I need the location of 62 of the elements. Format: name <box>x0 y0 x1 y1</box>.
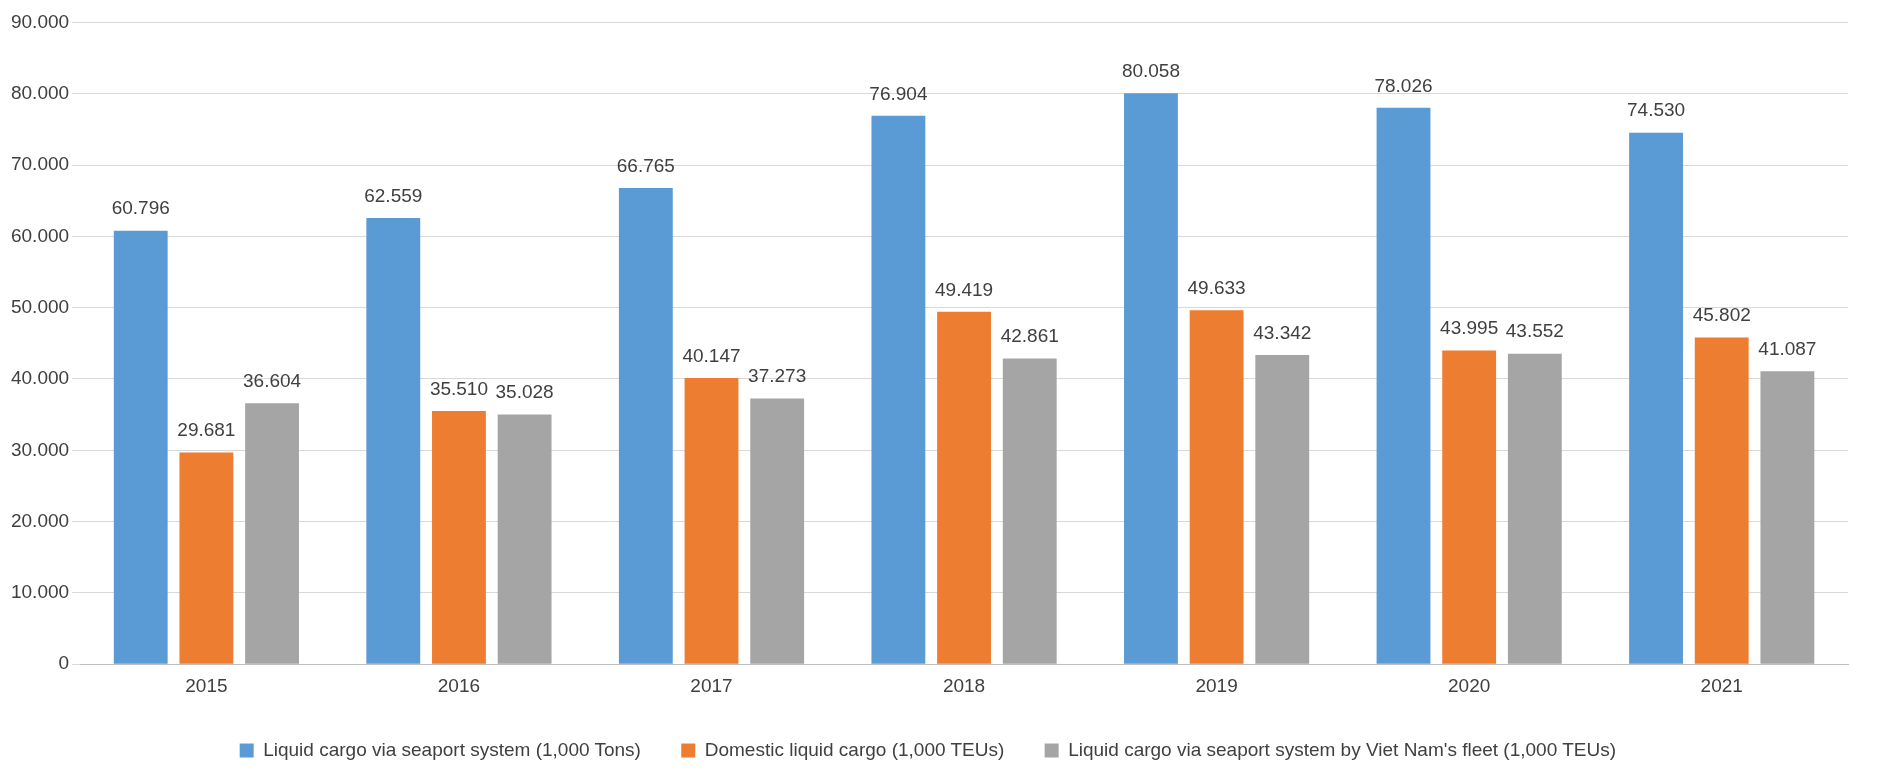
bar <box>1255 355 1310 664</box>
y-tick-label: 60.000 <box>10 224 70 246</box>
y-tick-label: 90.000 <box>10 10 70 32</box>
y-tick-label: 70.000 <box>10 153 70 175</box>
y-tick-label: 0 <box>58 652 70 674</box>
data-label: 35.028 <box>495 381 554 403</box>
bar <box>618 188 673 664</box>
data-label: 40.147 <box>682 344 741 366</box>
data-label: 76.904 <box>869 82 928 104</box>
data-label: 45.802 <box>1692 304 1751 326</box>
y-tick-label: 50.000 <box>10 295 70 317</box>
bar <box>750 398 805 664</box>
bar <box>1760 371 1815 664</box>
y-tick-label: 10.000 <box>10 581 70 603</box>
bar <box>497 414 552 664</box>
data-label: 66.765 <box>616 154 675 176</box>
legend-label: Liquid cargo via seaport system by Viet Nam's fleet (1,000 TEUs) <box>1068 738 1616 760</box>
x-tick-label: 2015 <box>185 674 228 696</box>
data-label: 37.273 <box>748 365 807 387</box>
data-label: 78.026 <box>1374 74 1433 96</box>
data-label: 43.995 <box>1440 317 1499 339</box>
bar <box>1124 93 1178 664</box>
bar <box>1376 107 1431 664</box>
data-label: 36.604 <box>242 369 302 391</box>
bar <box>1507 353 1562 664</box>
data-label: 80.058 <box>1121 60 1181 82</box>
bar <box>1189 310 1244 664</box>
data-label: 43.552 <box>1505 320 1564 342</box>
bar <box>684 377 739 664</box>
x-tick-label: 2016 <box>437 674 481 696</box>
legend-label: Domestic liquid cargo (1,000 TEUs) <box>704 738 1005 760</box>
bar <box>179 452 234 664</box>
y-tick-label: 20.000 <box>10 509 70 531</box>
bar <box>1002 358 1057 664</box>
y-tick-label: 30.000 <box>10 438 70 460</box>
x-tick-label: 2020 <box>1448 674 1491 696</box>
legend-label: Liquid cargo via seaport system (1,000 Tons) <box>263 738 641 760</box>
x-tick-label: 2021 <box>1700 674 1743 696</box>
x-tick-label: 2019 <box>1195 674 1238 696</box>
bar <box>1694 337 1749 664</box>
bar <box>871 115 926 664</box>
data-label: 43.342 <box>1253 321 1312 343</box>
data-label: 42.861 <box>1000 325 1059 347</box>
bar <box>937 311 991 664</box>
x-tick-label: 2017 <box>690 674 733 696</box>
data-label: 35.510 <box>429 377 489 399</box>
bar <box>1629 132 1683 664</box>
bar <box>432 410 486 664</box>
data-label: 49.419 <box>934 278 994 300</box>
bar <box>113 230 168 664</box>
y-tick-label: 80.000 <box>10 81 70 103</box>
bar <box>245 403 299 664</box>
data-label: 74.530 <box>1627 99 1686 121</box>
data-label: 60.796 <box>111 197 170 219</box>
bar <box>1442 350 1497 664</box>
data-label: 49.633 <box>1187 277 1246 298</box>
data-label: 41.087 <box>1758 337 1817 359</box>
data-label: 29.681 <box>177 419 236 441</box>
bar <box>366 218 421 664</box>
y-tick-label: 40.000 <box>10 367 70 389</box>
x-tick-label: 2018 <box>942 674 986 696</box>
data-label: 62.559 <box>364 184 423 206</box>
